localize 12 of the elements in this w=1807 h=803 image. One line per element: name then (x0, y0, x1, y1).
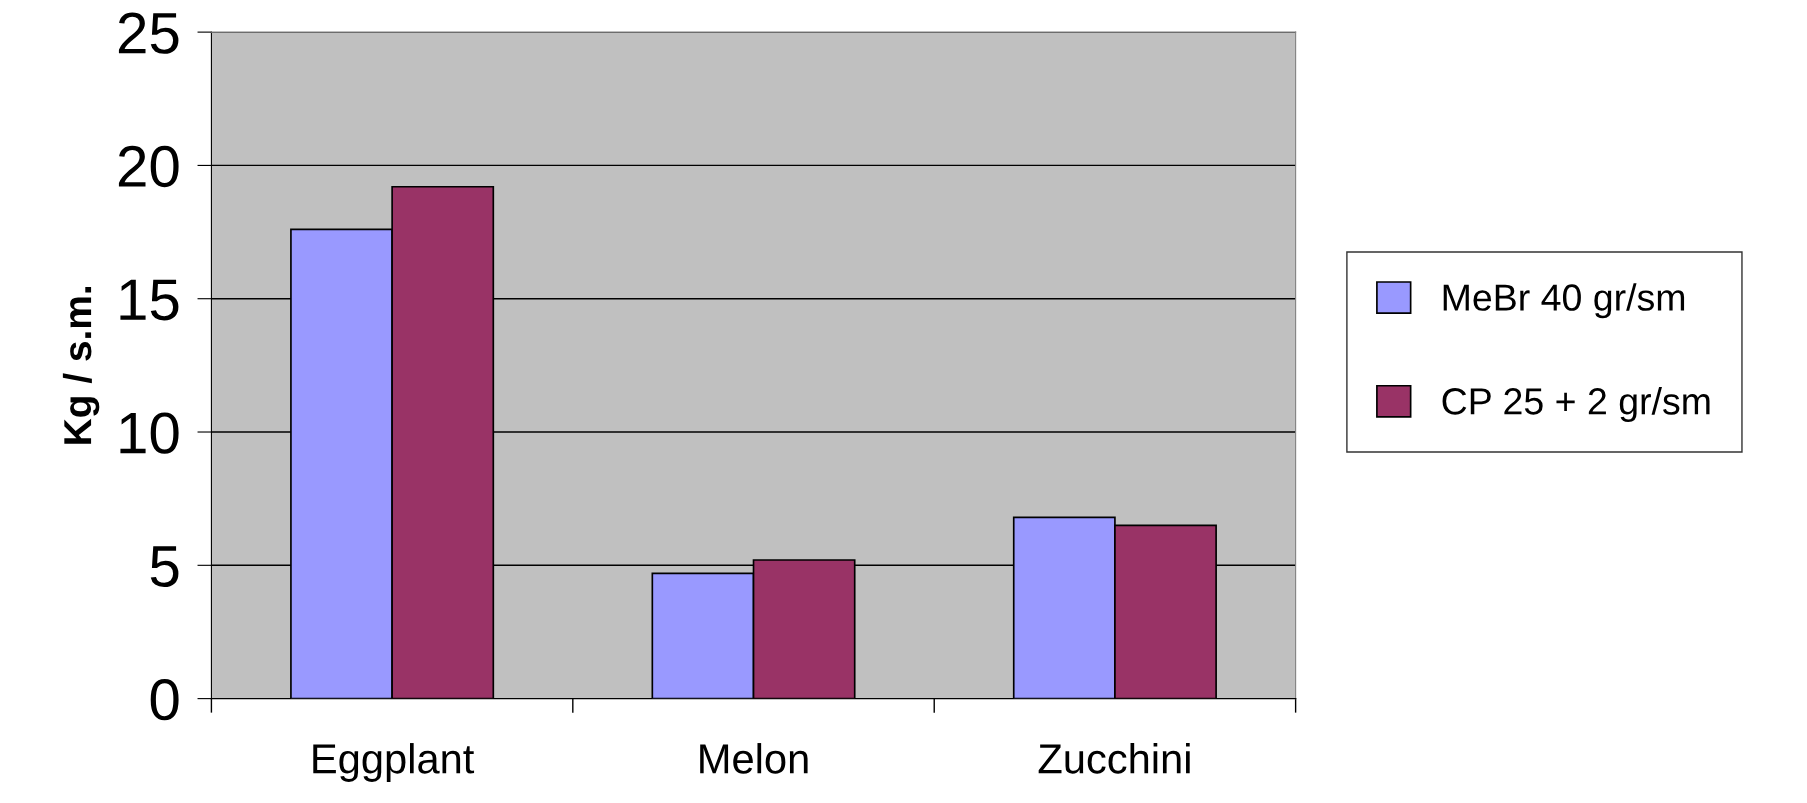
y-tick-label: 5 (150, 546, 179, 588)
y-tick-label: 20 (118, 145, 179, 188)
x-tick-label: Zucchini (1038, 743, 1190, 774)
x-tick-label: Melon (700, 743, 808, 774)
x-tick-label: Eggplant (313, 743, 475, 782)
y-tick-label: 10 (120, 412, 179, 454)
legend-label: CP 25 + 2 gr/sm (1442, 387, 1710, 423)
y-tick-label: 0 (150, 679, 179, 721)
legend-label: MeBr 40 gr/sm (1443, 283, 1685, 319)
y-tick-label: 25 (118, 12, 179, 54)
y-tick-label: 15 (120, 279, 179, 321)
y-axis-title: Kg / s.m. (62, 287, 100, 444)
